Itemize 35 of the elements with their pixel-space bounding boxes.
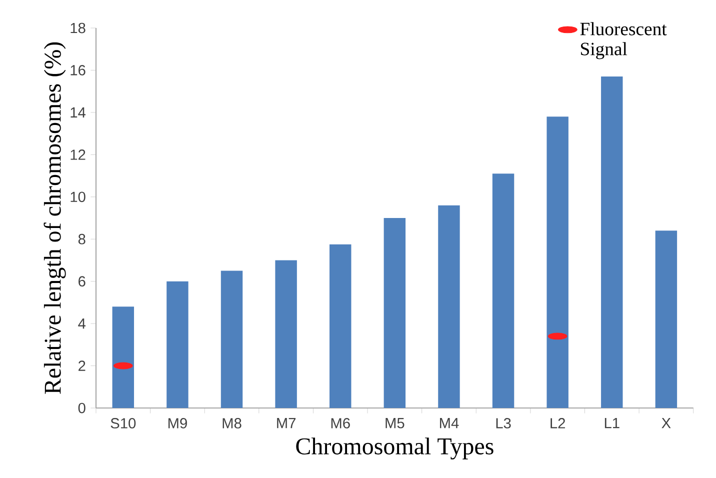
bar — [275, 260, 297, 408]
bar — [655, 230, 678, 408]
y-tick-label: 0 — [78, 402, 86, 414]
y-tick-label: 2 — [78, 360, 86, 371]
x-tick-label: M8 — [222, 418, 242, 428]
y-tick-label: 12 — [70, 150, 86, 160]
x-tick-label: M5 — [386, 418, 404, 428]
bar — [546, 116, 568, 408]
legend-label: Fluorescent Signal — [580, 22, 667, 60]
x-tick-label: M9 — [168, 418, 187, 428]
bar — [438, 205, 460, 408]
bar — [220, 270, 243, 408]
y-axis-title: Relative length of chromosomes (%) — [44, 42, 66, 394]
x-tick-label: M4 — [440, 418, 459, 428]
bar — [112, 306, 134, 408]
x-tick-label: L1 — [604, 418, 620, 428]
x-tick-label: L2 — [550, 418, 566, 428]
y-tick-label: 6 — [78, 276, 86, 287]
x-tick-label: M7 — [277, 418, 296, 428]
y-tick-label: 18 — [70, 22, 86, 34]
y-tick-label: 14 — [70, 107, 86, 118]
bar — [384, 218, 406, 408]
y-tick-label: 4 — [78, 318, 86, 329]
bar — [330, 244, 352, 408]
bar — [601, 76, 623, 408]
x-axis-title: Chromosomal Types — [296, 438, 494, 460]
x-tick-label: X — [662, 418, 671, 428]
x-tick-label: M6 — [331, 418, 350, 428]
y-tick-label: 8 — [78, 234, 86, 244]
x-tick-label: L3 — [496, 418, 511, 428]
bar — [492, 174, 514, 408]
x-tick-label: S10 — [110, 418, 136, 428]
y-tick-label: 10 — [70, 192, 86, 202]
y-tick-label: 16 — [70, 65, 86, 76]
bar — [166, 281, 188, 408]
